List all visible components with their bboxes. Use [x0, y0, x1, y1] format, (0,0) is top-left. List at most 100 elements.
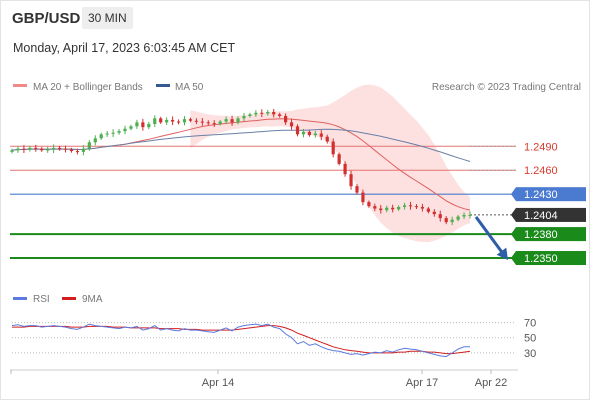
candle-body [379, 208, 383, 211]
candle-body [141, 122, 145, 128]
candle-body [170, 119, 175, 122]
candle-body [10, 150, 14, 152]
candle-body [182, 119, 187, 123]
level-label-1.2430: 1.2430 [524, 189, 558, 201]
candle-body [402, 205, 407, 207]
candle-body [260, 112, 264, 114]
candle-body [420, 206, 425, 209]
candle-body [16, 148, 20, 151]
level-label-1.2350: 1.2350 [524, 253, 558, 265]
forecast-arrow-shaft [474, 216, 506, 256]
candle-body [426, 208, 430, 212]
candle-body [254, 112, 258, 115]
rsi-tick-label: 50 [524, 333, 536, 345]
candle-body [212, 123, 216, 125]
candle-body [206, 122, 210, 124]
rsi-legend-label: RSI [33, 294, 50, 305]
candle-body [236, 118, 240, 123]
rsi-legend-swatch [13, 297, 27, 300]
level-tag-pointer-1.2430 [511, 187, 516, 202]
candle-body [462, 214, 466, 217]
candle-body [307, 131, 312, 136]
candle-body [40, 148, 44, 151]
candle-body [432, 211, 436, 215]
level-tag-1.2380 [516, 227, 586, 242]
x-axis: Apr 14 Apr 17 Apr 22 [10, 370, 507, 389]
candle-body [230, 119, 234, 123]
candle-body [319, 133, 323, 137]
candle-body [456, 216, 460, 220]
ma50-legend-swatch [156, 84, 170, 87]
rsi-tick-label: 70 [524, 318, 536, 330]
candle-body [414, 206, 419, 208]
price-levels [10, 145, 516, 260]
candle-body [373, 206, 377, 209]
x-tick-label: Apr 14 [202, 377, 234, 389]
level-tag-1.2430 [516, 187, 586, 202]
candle-body [105, 133, 109, 135]
candle-body [266, 111, 270, 114]
candle-body [272, 111, 276, 115]
candle-body [337, 154, 341, 164]
timeframe-button[interactable]: 30 MIN [82, 7, 133, 29]
candle-body [81, 148, 85, 152]
candle-body [450, 219, 454, 223]
forecast-arrow [474, 216, 508, 261]
candle-body [242, 115, 246, 119]
candle-body [46, 149, 50, 151]
candle-body [153, 118, 157, 124]
rsi-ma-legend-swatch [62, 297, 76, 300]
rsi-ma-line [12, 325, 471, 355]
level-label-1.2490: 1.2490 [524, 141, 558, 153]
candle-body [408, 205, 413, 207]
candle-body [218, 121, 222, 124]
candle-body [438, 214, 442, 219]
forecast-arrow-head [496, 247, 508, 261]
candle-body [69, 149, 74, 152]
rsi-line [11, 323, 470, 358]
rsi-panel: 70 50 30 [11, 318, 536, 360]
candle-body [224, 119, 228, 122]
symbol-title: GBP/USD [12, 10, 81, 27]
candle-body [28, 147, 32, 150]
candle-body [200, 121, 204, 123]
level-tag-pointer-1.2404 [511, 207, 516, 222]
bollinger-band [190, 84, 470, 243]
candle-body [99, 134, 103, 139]
candle-body [313, 133, 317, 136]
candle-body [367, 202, 371, 207]
candle-body [349, 174, 353, 187]
ma20-legend-swatch [13, 84, 27, 87]
candle-body [385, 207, 389, 211]
level-tag-pointer-1.2380 [511, 227, 516, 242]
candle-body [355, 186, 359, 193]
bollinger-band-area [190, 84, 470, 243]
rsi-ma-legend-label: 9MA [82, 294, 103, 305]
candle-body [111, 132, 115, 134]
candle-body [129, 126, 133, 129]
candle-body [248, 114, 252, 116]
candle-body [63, 148, 68, 150]
candle-body [22, 148, 26, 150]
ma50-line [11, 128, 471, 162]
candle-body [34, 147, 38, 149]
moving-averages [11, 118, 471, 211]
level-tag-1.2350 [516, 251, 586, 266]
candle-body [331, 141, 335, 155]
timestamp: Monday, April 17, 2023 6:03:45 AM CET [13, 41, 236, 55]
candle-body [295, 126, 300, 135]
candle-body [188, 119, 193, 121]
x-tick-label: Apr 22 [475, 377, 507, 389]
chart-header: GBP/USD 30 MIN [0, 0, 590, 36]
candle-body [123, 128, 127, 132]
level-label-1.2460: 1.2460 [524, 165, 558, 177]
candle-body [278, 114, 282, 116]
candle-body [75, 151, 80, 153]
candle-body [343, 163, 347, 175]
candle-body [57, 147, 62, 149]
candle-body [93, 138, 97, 143]
candle-body [52, 147, 56, 150]
candle-body [117, 131, 121, 133]
rsi-tick-label: 30 [524, 348, 536, 360]
